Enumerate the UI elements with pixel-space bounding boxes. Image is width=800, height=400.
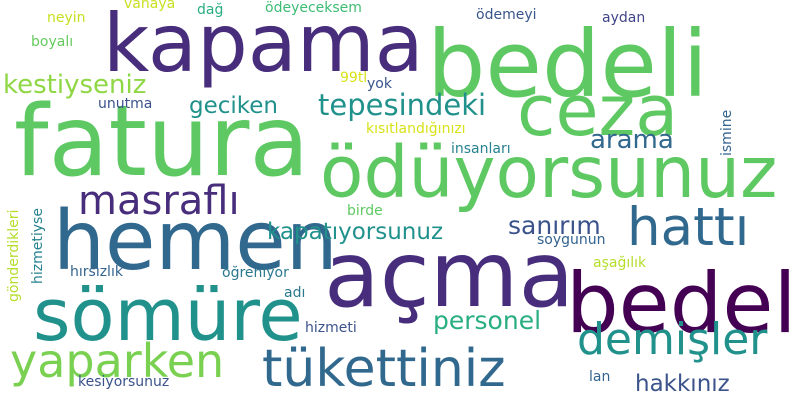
word-adi: adı bbox=[284, 285, 306, 301]
word-tukettiniz: tükettiniz bbox=[262, 339, 506, 399]
word-somure: sömüre bbox=[33, 273, 303, 357]
word-yok: yok bbox=[367, 76, 392, 92]
word-tepesindeki: tepesindeki bbox=[318, 88, 487, 122]
word-lan: lan bbox=[589, 369, 611, 385]
word-hizmeti: hizmeti bbox=[305, 320, 357, 336]
word-insanlari: insanları bbox=[451, 141, 511, 157]
word-sanirim: sanırım bbox=[508, 211, 601, 240]
word-boyali: boyalı bbox=[31, 34, 74, 50]
word-fatura: fatura bbox=[14, 85, 310, 199]
word-kisitlandiginizi: kısıtlandığınızı bbox=[366, 121, 466, 137]
word-dag: dağ bbox=[197, 2, 224, 18]
word-hemen: hemen bbox=[53, 194, 338, 289]
word-aydan: aydan bbox=[602, 10, 646, 26]
word-hirsizlik: hırsızlık bbox=[70, 264, 123, 280]
word-oduyorsunuz: ödüyorsunuz bbox=[320, 131, 778, 214]
word-odemeyi: ödemeyi bbox=[476, 7, 537, 23]
word-geciken: geciken bbox=[189, 93, 279, 119]
word-hizmetiyse: hizmetiyse bbox=[30, 208, 46, 284]
word-arama: arama bbox=[590, 125, 674, 155]
word-neyin: neyin bbox=[47, 10, 86, 26]
word-99tl: 99tl bbox=[340, 70, 368, 86]
word-soygunun: soygunun bbox=[537, 232, 606, 248]
word-kapatiyorsunuz: kapatıyorsunuz bbox=[267, 219, 444, 245]
word-odeyeceksem: ödeyeceksem bbox=[265, 0, 362, 16]
word-bedeli: bedeli bbox=[427, 11, 709, 118]
word-ogreniyor: öğreniyor bbox=[222, 265, 289, 281]
word-personel: personel bbox=[433, 306, 542, 335]
word-yaparken: yaparken bbox=[10, 334, 225, 388]
word-kapama: kapama bbox=[103, 0, 424, 90]
word-gonderdikleri: gönderdikleri bbox=[6, 209, 22, 302]
word-birde: birde bbox=[347, 203, 383, 219]
word-masrafli: masraflı bbox=[78, 178, 240, 224]
word-ismine: ismine bbox=[719, 109, 735, 156]
word-vanaya: vanaya bbox=[124, 0, 176, 12]
word-hatti: hattı bbox=[627, 197, 750, 258]
word-demisler: demişler bbox=[577, 314, 768, 365]
word-kestiyseniz: kestiyseniz bbox=[3, 70, 147, 100]
word-ceza: ceza bbox=[517, 70, 679, 152]
word-kesiyorsunuz: kesiyorsunuz bbox=[78, 374, 170, 390]
word-unutma: unutma bbox=[98, 96, 153, 112]
word-asagilik: aşağılık bbox=[593, 255, 647, 271]
word-bedel: bedel bbox=[566, 255, 797, 352]
word-acma: açma bbox=[324, 223, 575, 328]
word-hakkiniz: hakkınız bbox=[635, 371, 730, 397]
